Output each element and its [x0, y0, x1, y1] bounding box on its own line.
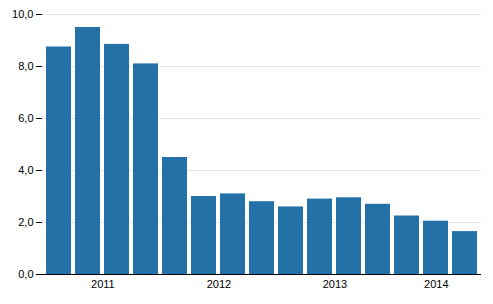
svg-text:4,0: 4,0: [18, 164, 33, 176]
svg-text:6,0: 6,0: [18, 112, 33, 124]
svg-text:2,0: 2,0: [18, 216, 33, 228]
svg-text:2012: 2012: [207, 278, 231, 290]
svg-text:10,0: 10,0: [12, 8, 33, 20]
svg-text:2014: 2014: [424, 278, 448, 290]
svg-text:2013: 2013: [323, 278, 347, 290]
svg-text:0,0: 0,0: [18, 268, 33, 280]
svg-text:8,0: 8,0: [18, 60, 33, 72]
svg-text:2011: 2011: [91, 278, 115, 290]
